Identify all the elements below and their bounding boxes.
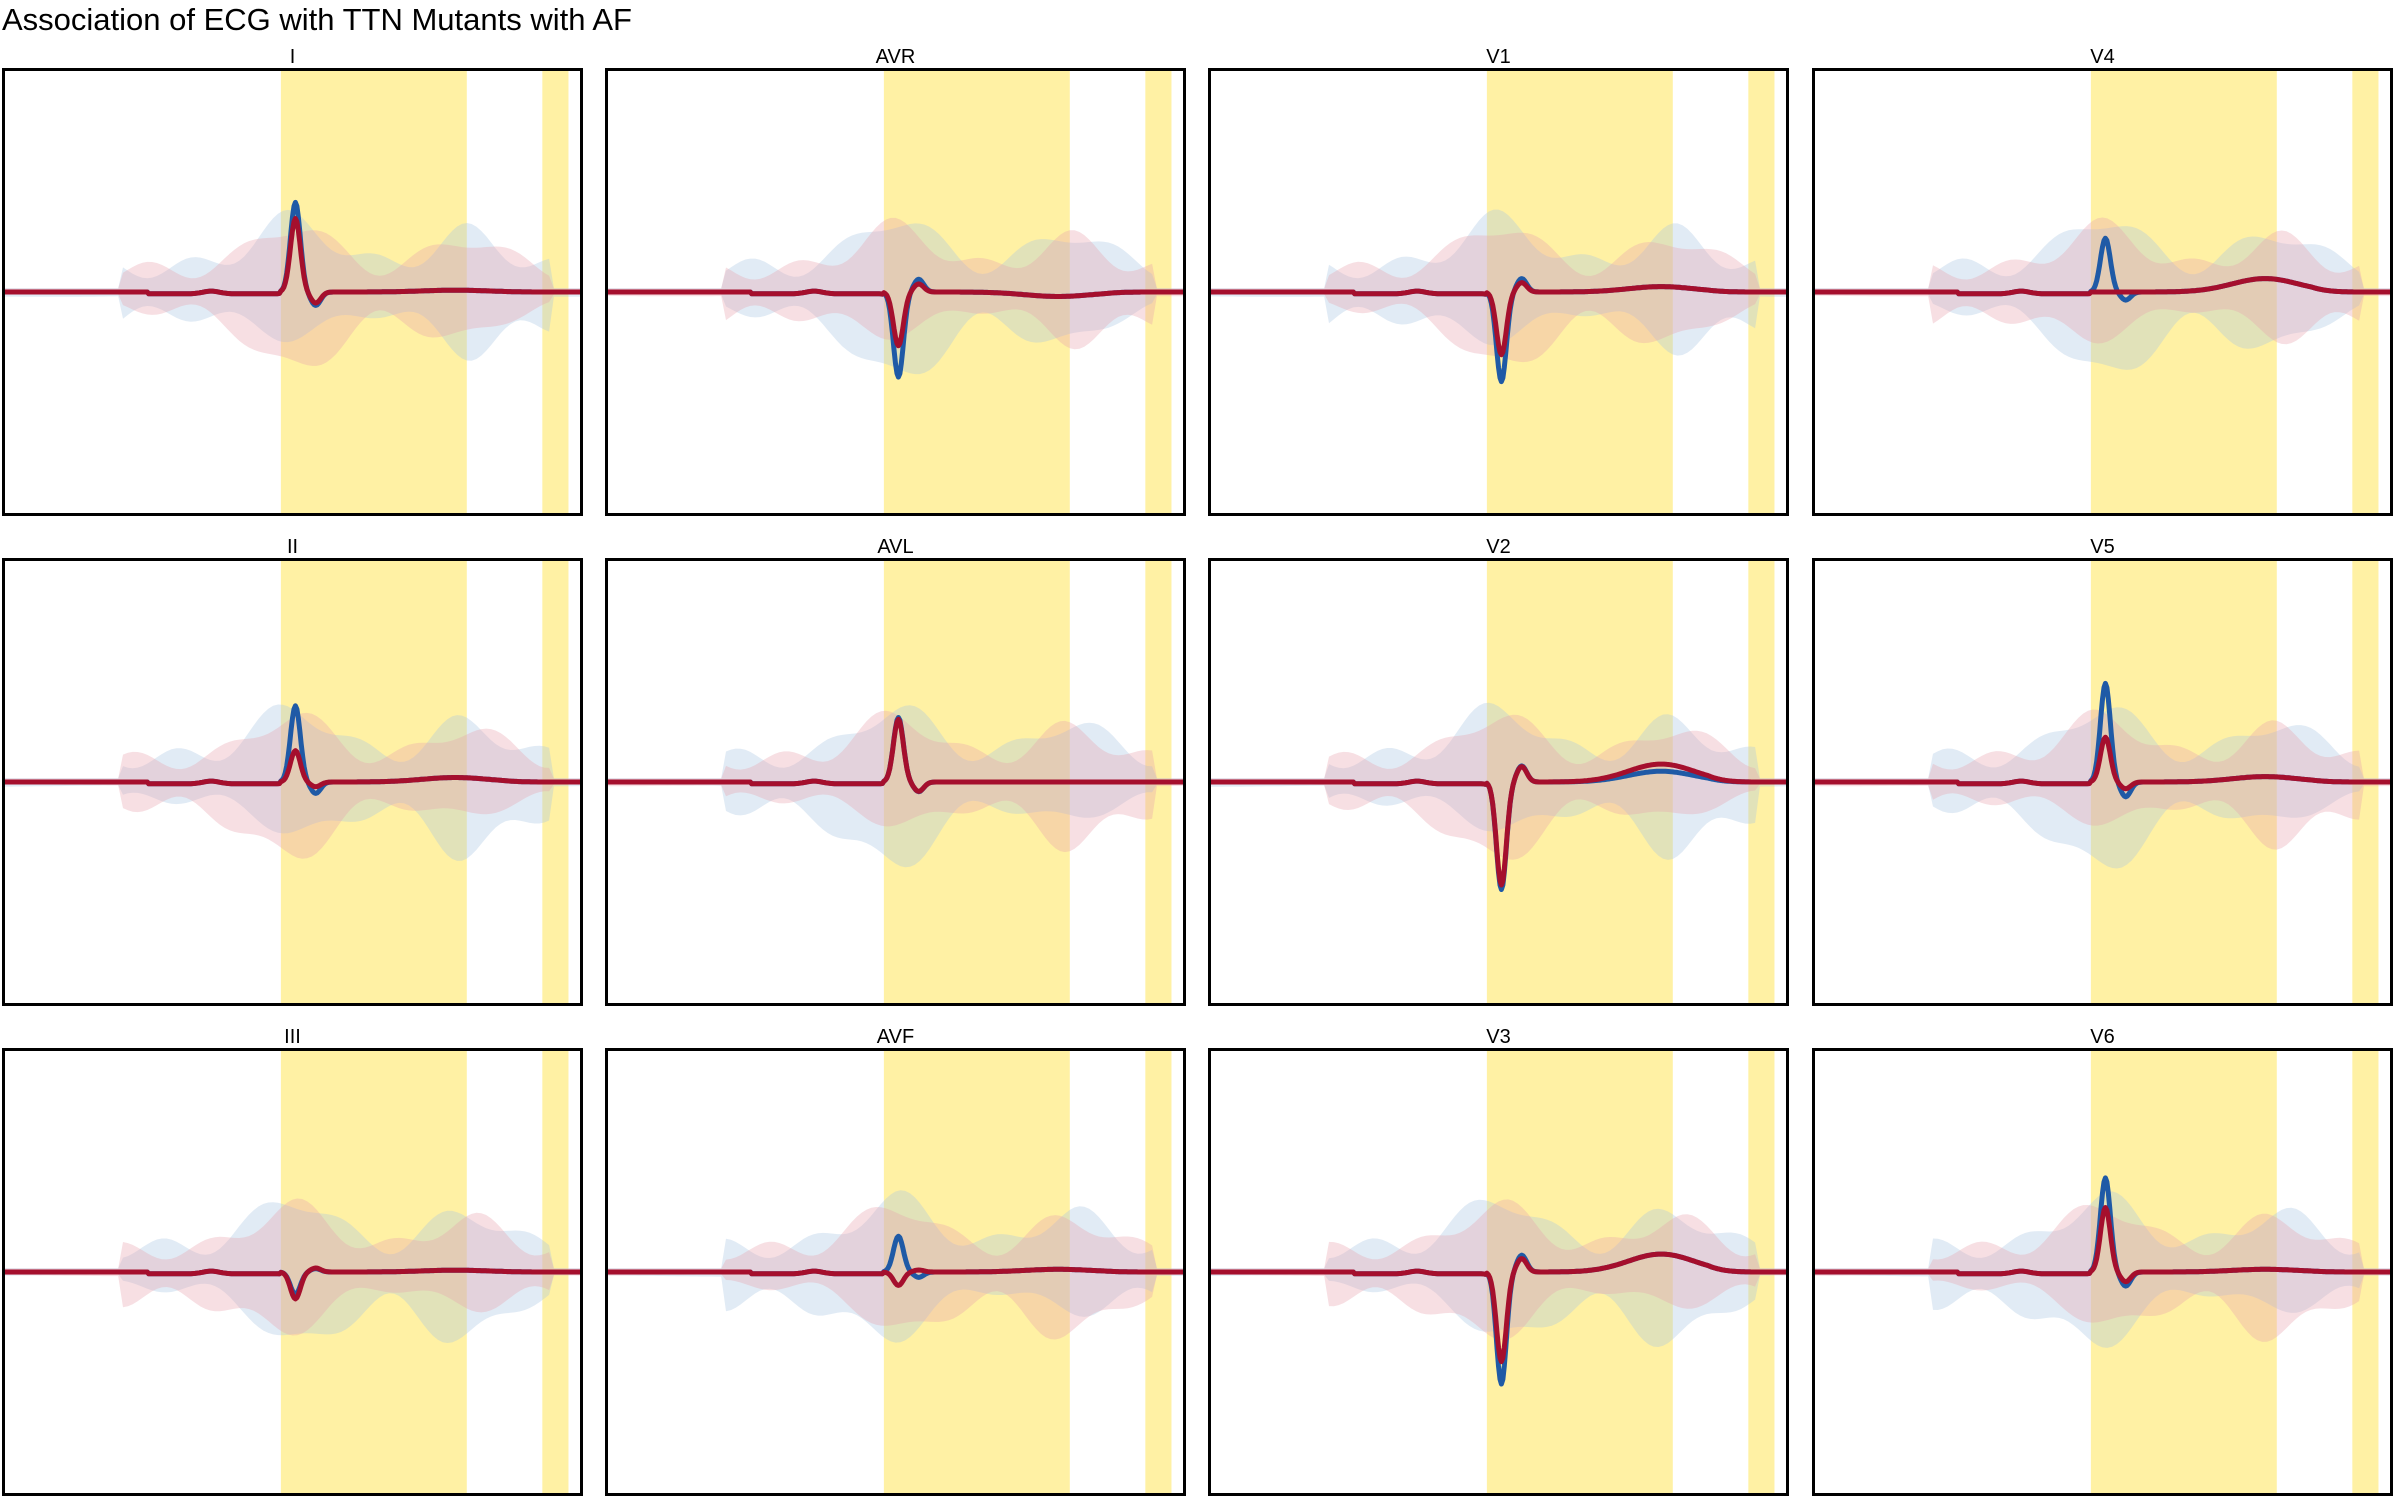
series-b-line [605,281,1186,349]
series-b-line [1812,1205,2393,1285]
series-b-band [1208,232,1789,363]
panel-title: III [284,1026,301,1048]
series-a-band [2,704,583,861]
plot-area [605,558,1186,1006]
series-b-line [1208,1251,1789,1365]
series-b-line [605,716,1186,794]
ecg-panel-v1: V1 [1208,47,1789,516]
series-a-band [605,223,1186,375]
series-b-line [2,1265,583,1302]
series-b-band [1208,1199,1789,1341]
series-b-line [1208,280,1789,358]
panel-frame [2,1048,583,1496]
panel-title: AVR [875,46,916,68]
panel-title: I [289,46,296,68]
panel-title: AVF [876,1026,915,1048]
series-b-band [2,1198,583,1336]
series-a-band [1812,707,2393,869]
plot-area [2,558,583,1006]
panel-frame [1208,68,1789,516]
panel-frame [605,558,1186,1006]
series-b-band [605,710,1186,853]
ecg-panel-v2: V2 [1208,537,1789,1006]
series-a-band [1208,209,1789,356]
plot-area [605,68,1186,516]
ecg-panel-iii: III [2,1027,583,1496]
panel-title: V3 [1486,1026,1511,1048]
series-b-line [2,748,583,790]
plot-area [1812,1048,2393,1496]
panel-frame [1208,558,1789,1006]
panel-title: V2 [1486,536,1511,558]
ecg-panel-avf: AVF [605,1027,1186,1496]
series-a-band [1208,702,1789,860]
series-a-band [2,1202,583,1343]
series-a-band [605,1190,1186,1343]
panel-frame [1812,1048,2393,1496]
ecg-panel-avr: AVR [605,47,1186,516]
panel-title: V5 [2090,536,2115,558]
plot-area [1208,558,1789,1006]
series-b-line [1812,276,2393,297]
panel-frame [2,68,583,516]
ecg-panel-v3: V3 [1208,1027,1789,1496]
panel-frame [605,1048,1186,1496]
plot-area [1812,558,2393,1006]
ecg-panel-v4: V4 [1812,47,2393,516]
series-b-band [1812,217,2393,345]
series-b-line [2,216,583,306]
panel-frame [1812,558,2393,1006]
panel-title: V4 [2090,46,2115,68]
series-b-line [1812,734,2393,792]
series-b-band [605,217,1186,350]
series-a-band [605,705,1186,868]
ecg-panel-i: I [2,47,583,516]
chart-title: Association of ECG with TTN Mutants with… [2,2,632,37]
series-b-band [1812,1205,2393,1342]
ecg-panel-avl: AVL [605,537,1186,1006]
plot-area [2,68,583,516]
series-a-band [1812,1191,2393,1348]
panel-title: AVL [877,536,914,558]
series-a-band [1812,226,2393,370]
series-b-band [1812,709,2393,850]
panel-title: V1 [1486,46,1511,68]
plot-area [605,1048,1186,1496]
panel-frame [1208,1048,1789,1496]
plot-area [1208,1048,1789,1496]
series-b-band [1208,714,1789,860]
ecg-panel-ii: II [2,537,583,1006]
series-b-band [605,1207,1186,1340]
series-a-band [2,209,583,361]
panel-frame [605,68,1186,516]
series-a-band [1208,1199,1789,1347]
series-b-line [605,1266,1186,1288]
panel-title: V6 [2090,1026,2115,1048]
panel-frame [1812,68,2393,516]
series-b-band [2,712,583,859]
ecg-panel-v5: V5 [1812,537,2393,1006]
series-b-band [2,230,583,366]
plot-area [1812,68,2393,516]
plot-area [2,1048,583,1496]
series-b-line [1208,761,1789,888]
ecg-panel-v6: V6 [1812,1027,2393,1496]
panel-frame [2,558,583,1006]
plot-area [1208,68,1789,516]
panel-title: II [286,536,299,558]
